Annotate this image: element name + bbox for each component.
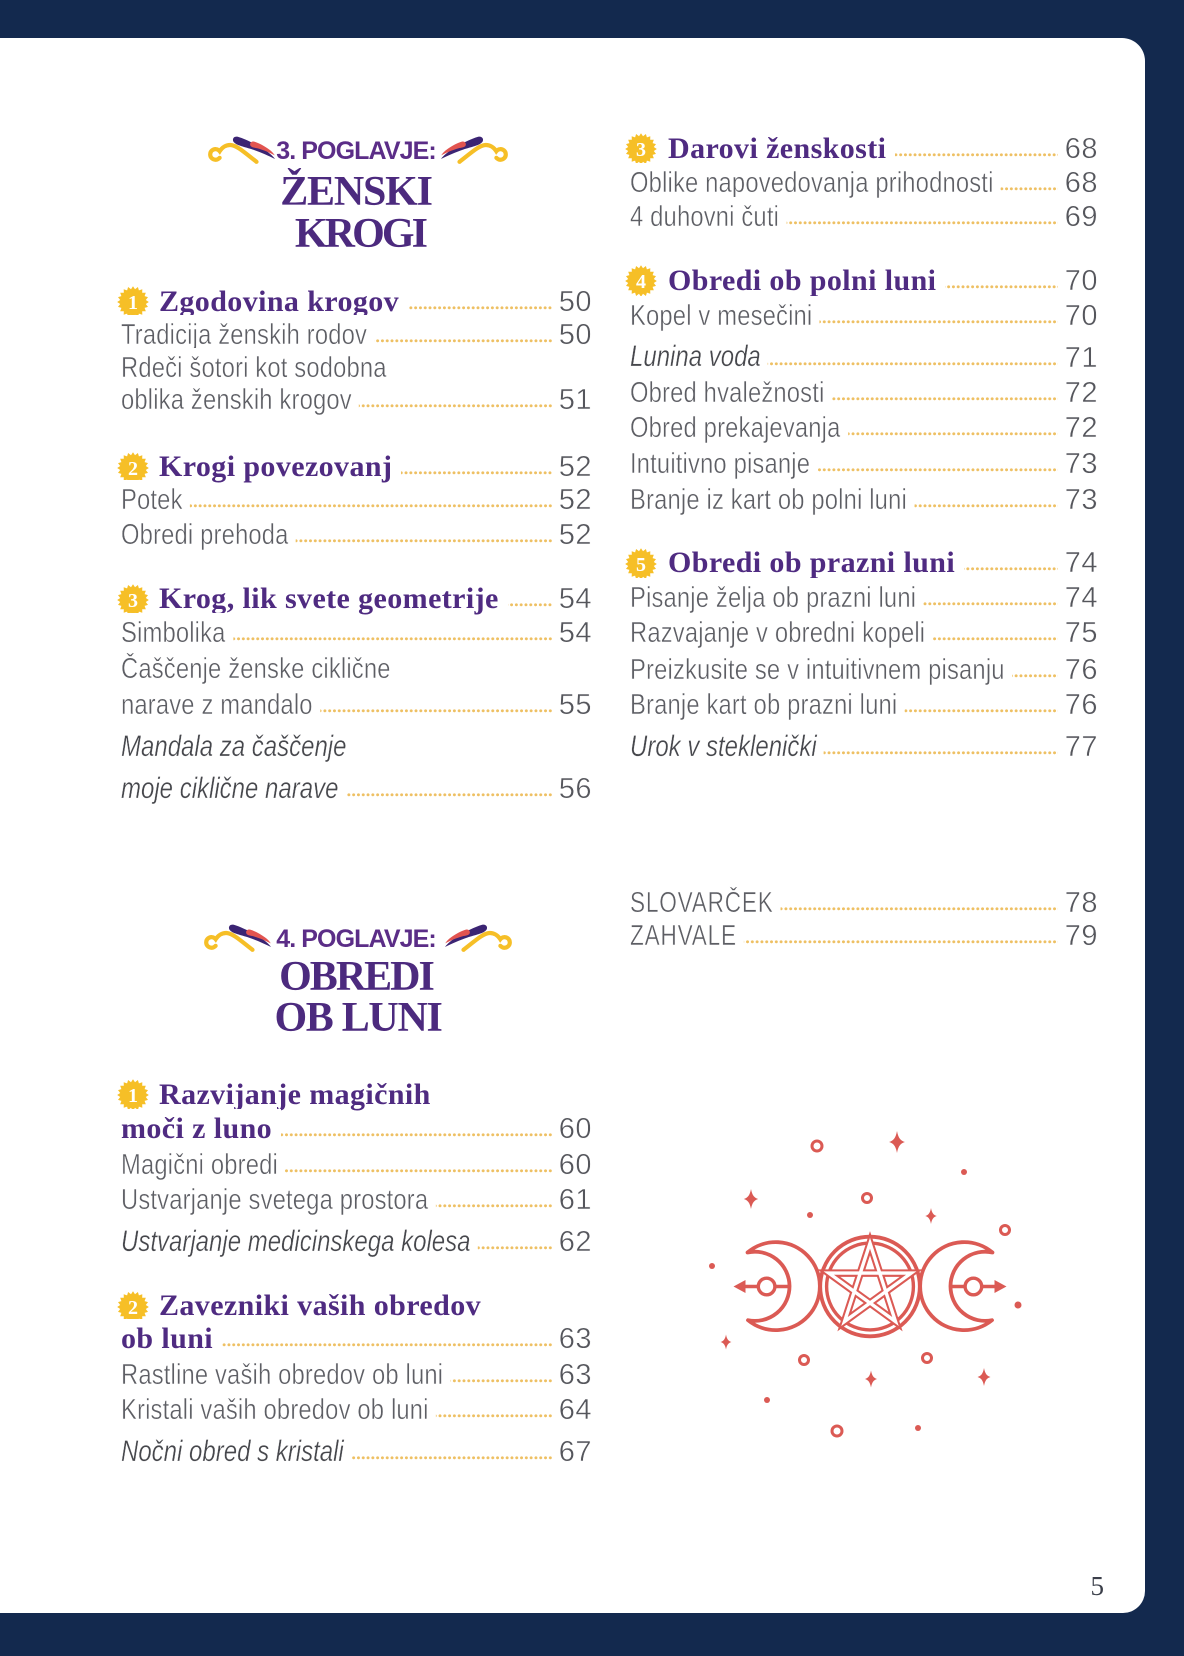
svg-text:5: 5 [636,554,646,576]
svg-text:2: 2 [128,1297,138,1319]
svg-text:3: 3 [636,139,646,161]
svg-text:1: 1 [128,1085,138,1107]
svg-text:3: 3 [128,590,138,612]
svg-text:2: 2 [128,458,138,480]
svg-text:1: 1 [128,292,138,314]
svg-text:4: 4 [636,271,646,293]
